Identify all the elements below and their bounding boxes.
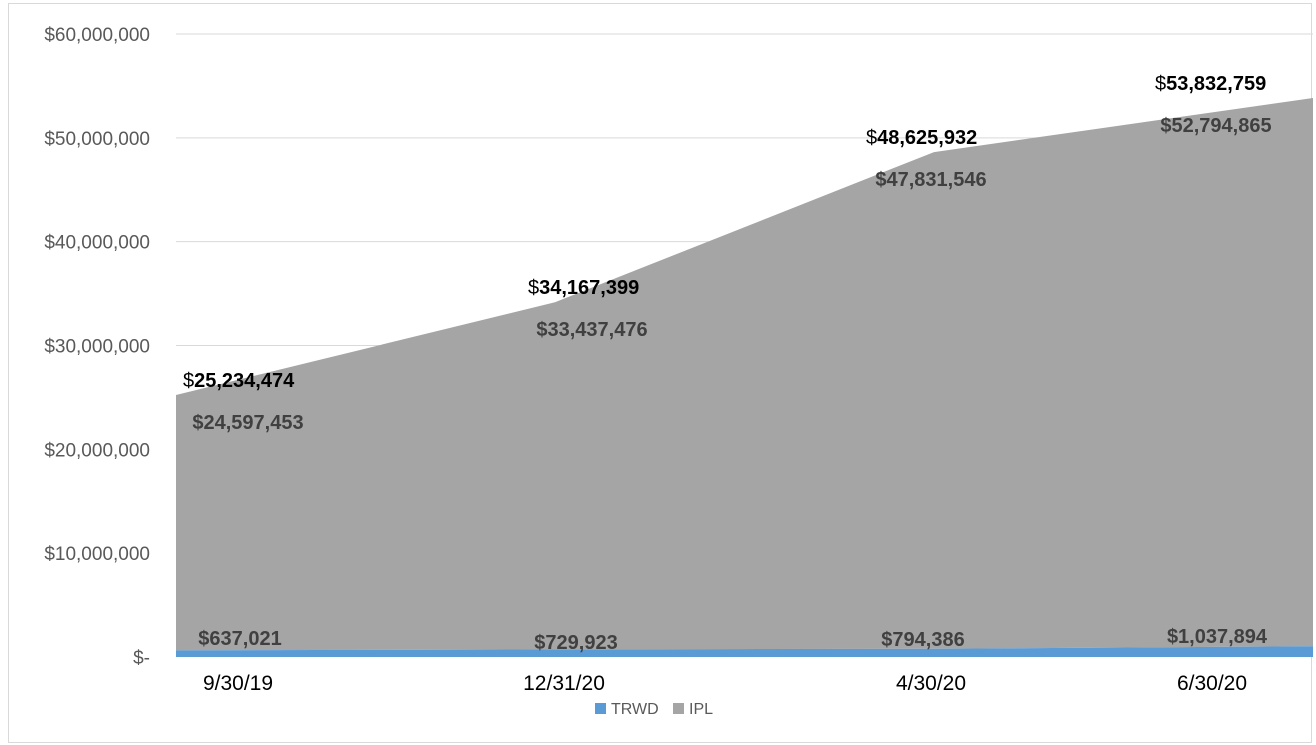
data-label-total: $48,625,932: [866, 127, 977, 149]
x-tick-label: 9/30/19: [203, 672, 273, 695]
y-tick-label: $10,000,000: [44, 544, 150, 565]
y-tick-label: $60,000,000: [44, 25, 150, 46]
x-tick-label: 6/30/20: [1177, 672, 1247, 695]
y-tick-label: $40,000,000: [44, 233, 150, 254]
legend: TRWD IPL: [595, 701, 713, 718]
y-tick-label: $20,000,000: [44, 440, 150, 461]
total-labels: $25,234,474 $34,167,399 $48,625,932 $53,832…: [183, 73, 1266, 392]
ipl-data-labels: $24,597,453 $33,437,476 $47,831,546 $52,794…: [192, 115, 1271, 434]
trwd-data-labels: $637,021 $729,923 $794,386 $1,037,894: [198, 626, 1268, 654]
data-label-ipl: $24,597,453: [192, 412, 303, 434]
data-label-total: $53,832,759: [1155, 73, 1266, 95]
legend-label-ipl: IPL: [689, 701, 713, 718]
data-label-trwd: $794,386: [881, 629, 964, 651]
y-tick-label: $-: [133, 648, 150, 669]
series-area-trwd: [176, 646, 1313, 657]
series-area-ipl: [176, 98, 1313, 651]
x-tick-label: 12/31/20: [523, 672, 605, 695]
data-label-ipl: $33,437,476: [536, 319, 647, 341]
legend-label-trwd: TRWD: [611, 701, 659, 718]
data-label-ipl: $47,831,546: [875, 169, 986, 191]
x-tick-label: 4/30/20: [896, 672, 966, 695]
y-axis-ticks: $- $10,000,000 $20,000,000 $30,000,000 $40,0…: [44, 25, 150, 669]
legend-swatch-ipl: [673, 703, 684, 714]
data-label-trwd: $637,021: [198, 628, 281, 650]
data-label-total: $25,234,474: [183, 370, 295, 392]
x-axis-labels: 9/30/19 12/31/20 4/30/20 6/30/20: [203, 672, 1247, 695]
y-tick-label: $50,000,000: [44, 129, 150, 150]
data-label-ipl: $52,794,865: [1160, 115, 1271, 137]
y-tick-label: $30,000,000: [44, 337, 150, 358]
data-label-trwd: $729,923: [534, 632, 617, 654]
data-label-trwd: $1,037,894: [1167, 626, 1268, 648]
data-label-total: $34,167,399: [528, 277, 639, 299]
legend-swatch-trwd: [595, 703, 606, 714]
